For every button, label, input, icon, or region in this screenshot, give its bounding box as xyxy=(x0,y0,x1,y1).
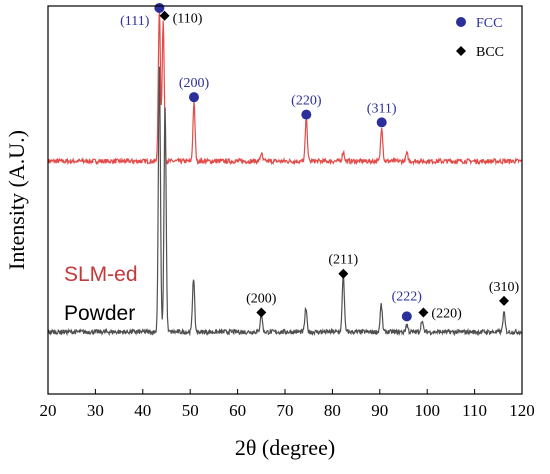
fcc-peak-marker xyxy=(376,117,387,128)
x-tick-label: 80 xyxy=(324,401,341,420)
x-axis-title: 2θ (degree) xyxy=(235,435,335,460)
series-label-powder: Powder xyxy=(64,302,135,325)
peak-label: (211) xyxy=(328,253,358,268)
peak-label: (200) xyxy=(246,292,277,307)
legend-bcc-marker xyxy=(456,46,466,56)
peak-label: (220) xyxy=(431,307,462,322)
x-tick-label: 120 xyxy=(509,401,535,420)
x-tick-label: 40 xyxy=(134,401,151,420)
fcc-peak-marker xyxy=(301,109,312,120)
bcc-peak-marker xyxy=(418,307,429,318)
bcc-peak-marker xyxy=(159,10,170,21)
fcc-peak-marker xyxy=(188,92,199,103)
x-tick-label: 20 xyxy=(40,401,57,420)
peak-label: (222) xyxy=(392,289,423,304)
fcc-peak-marker xyxy=(154,2,165,13)
peak-label: (310) xyxy=(489,280,520,295)
bcc-peak-marker xyxy=(498,295,509,306)
legend-fcc-marker xyxy=(456,17,466,27)
x-tick-label: 60 xyxy=(229,401,246,420)
legend: FCC BCC xyxy=(456,16,504,60)
y-axis-title: Intensity (A.U.) xyxy=(4,130,29,270)
fcc-peak-marker xyxy=(401,311,412,322)
peak-label: (200) xyxy=(179,76,210,91)
legend-bcc-label: BCC xyxy=(476,45,504,60)
peak-label: (220) xyxy=(291,94,322,109)
x-tick-label: 90 xyxy=(371,401,388,420)
bcc-peak-marker xyxy=(338,268,349,279)
x-tick-label: 110 xyxy=(462,401,487,420)
series-line-powder xyxy=(47,66,523,337)
x-tick-label: 70 xyxy=(277,401,294,420)
peak-label: (111) xyxy=(120,14,150,29)
series-line-slm-ed xyxy=(47,7,523,166)
legend-fcc-label: FCC xyxy=(476,16,502,31)
peak-label: (311) xyxy=(367,101,397,116)
peak-label: (110) xyxy=(173,12,203,27)
series-label-slm-ed: SLM-ed xyxy=(64,263,138,286)
bcc-peak-marker xyxy=(256,307,267,318)
x-tick-label: 50 xyxy=(182,401,199,420)
x-tick-label: 100 xyxy=(414,401,440,420)
x-tick-label: 30 xyxy=(87,401,104,420)
plot-frame xyxy=(47,5,523,395)
